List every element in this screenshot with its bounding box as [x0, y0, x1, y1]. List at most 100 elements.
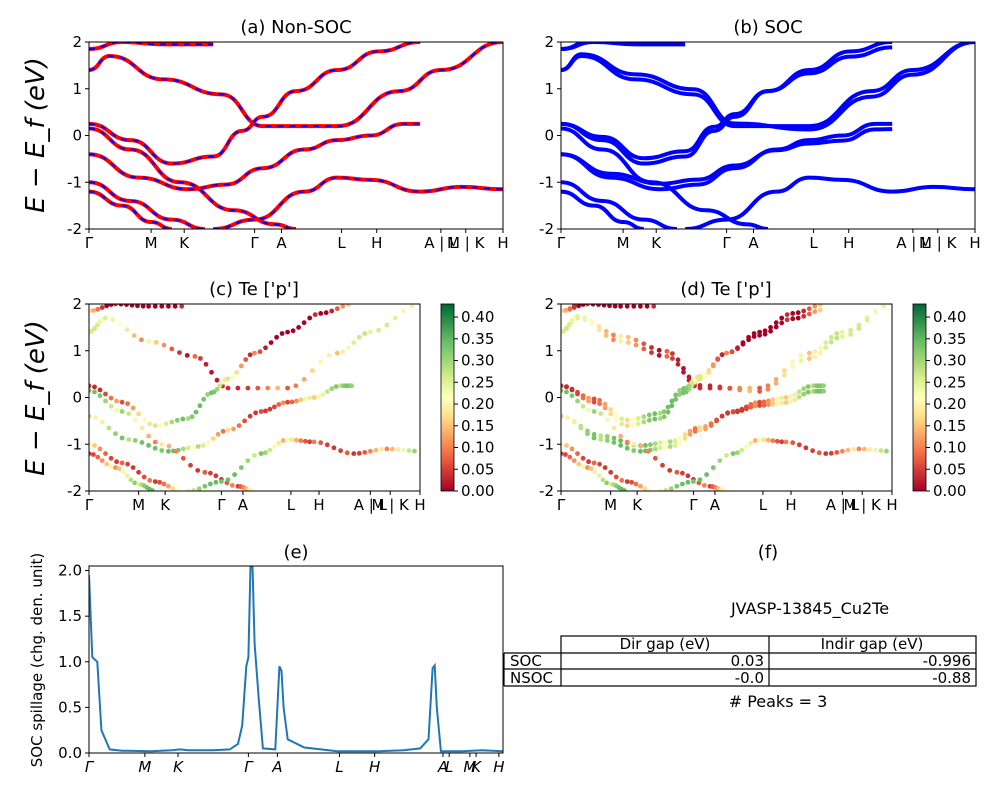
projection-point [730, 451, 736, 456]
x-tick-label: Γ [250, 234, 259, 252]
projection-point [686, 374, 692, 380]
projection-point [845, 447, 851, 453]
projection-point [641, 346, 647, 352]
projection-point [801, 308, 807, 314]
projection-point [591, 399, 597, 405]
projection-point [92, 326, 97, 331]
projection-point [263, 408, 268, 414]
x-tick-label: A | L [354, 496, 388, 514]
projection-point [862, 446, 867, 452]
projection-point [618, 438, 623, 444]
projection-point [596, 299, 601, 304]
projection-point [657, 440, 663, 446]
projection-point [779, 400, 785, 406]
projection-point [667, 439, 673, 445]
y-tick-label: 1 [72, 80, 82, 98]
projection-point [561, 308, 564, 314]
projection-point [200, 443, 206, 448]
projection-point [575, 389, 580, 395]
projection-point [591, 396, 597, 402]
projection-point [92, 443, 97, 448]
projection-point [601, 304, 607, 308]
projection-point [801, 386, 807, 392]
projection-point [624, 445, 630, 451]
nonsoc-band-dashed-5 [89, 181, 205, 229]
x-tick-label: A [271, 758, 282, 776]
projection-point [116, 466, 122, 472]
x-tick-label: A | L [826, 496, 860, 514]
projection-point [751, 334, 757, 339]
projection-point [113, 304, 118, 307]
projection-point [600, 477, 606, 483]
projection-point [703, 424, 708, 429]
x-tick-label: M [604, 496, 617, 514]
projection-point [265, 385, 271, 391]
projection-point [801, 391, 807, 397]
projection-point [744, 406, 749, 412]
x-tick-label: Γ [85, 496, 94, 514]
projection-point [670, 356, 675, 361]
projection-point [252, 453, 257, 458]
x-tick-label: A [437, 758, 448, 776]
projection-point [788, 394, 793, 400]
projection-point [340, 304, 346, 309]
projection-point [276, 402, 282, 407]
projection-point [878, 448, 884, 454]
projection-point [757, 403, 762, 408]
projection-point [110, 317, 116, 322]
projection-point [798, 353, 804, 358]
projection-point [613, 299, 618, 304]
projection-point [633, 481, 639, 487]
projection-point [817, 345, 823, 351]
projection-point [578, 423, 584, 429]
projection-point [272, 404, 277, 410]
panel-b-title: (b) SOC [733, 17, 802, 38]
projection-point [179, 304, 185, 309]
projection-point [643, 443, 648, 448]
projection-point [848, 332, 853, 337]
projection-point [737, 387, 743, 393]
projection-point [238, 465, 244, 470]
projection-point [757, 332, 762, 338]
projection-point [629, 479, 634, 485]
projection-point [362, 450, 368, 455]
projection-point [311, 439, 317, 445]
projection-point [768, 328, 773, 334]
table-row-label-soc: SOC [510, 652, 542, 670]
projection-point [132, 438, 138, 443]
projection-point [91, 308, 96, 313]
projection-point [180, 455, 186, 461]
y-tick-label: -1 [67, 435, 82, 453]
x-tick-label: M | K [919, 234, 958, 252]
projection-point [681, 369, 686, 375]
panel-c-points [89, 304, 417, 491]
projection-point [307, 439, 313, 445]
projection-point [103, 451, 108, 456]
x-tick-label: K [160, 496, 171, 514]
projection-point [635, 421, 641, 427]
projection-point [345, 304, 351, 307]
projection-point [773, 380, 779, 386]
nonsoc-band-2 [89, 42, 421, 166]
table-cell-nsoc-indir: -0.88 [932, 669, 971, 687]
projection-point [132, 480, 138, 486]
projection-point [146, 443, 152, 448]
x-tick-label: A | L [896, 234, 930, 252]
projection-point [152, 445, 158, 451]
projection-point [298, 397, 304, 403]
projection-point [774, 396, 780, 402]
projection-point [828, 339, 834, 345]
projection-point [576, 461, 582, 467]
projection-point [612, 304, 618, 309]
projection-point [613, 417, 619, 423]
nonsoc-band-dashed-4 [89, 127, 297, 229]
projection-point [748, 404, 754, 410]
panel-d-title: (d) Te ['p'] [680, 279, 771, 300]
projection-point [668, 486, 674, 491]
projection-point [697, 477, 703, 483]
projection-point [301, 320, 307, 326]
y-tick-label: 1.5 [58, 607, 82, 625]
projection-point [792, 392, 798, 397]
projection-point [735, 409, 740, 415]
